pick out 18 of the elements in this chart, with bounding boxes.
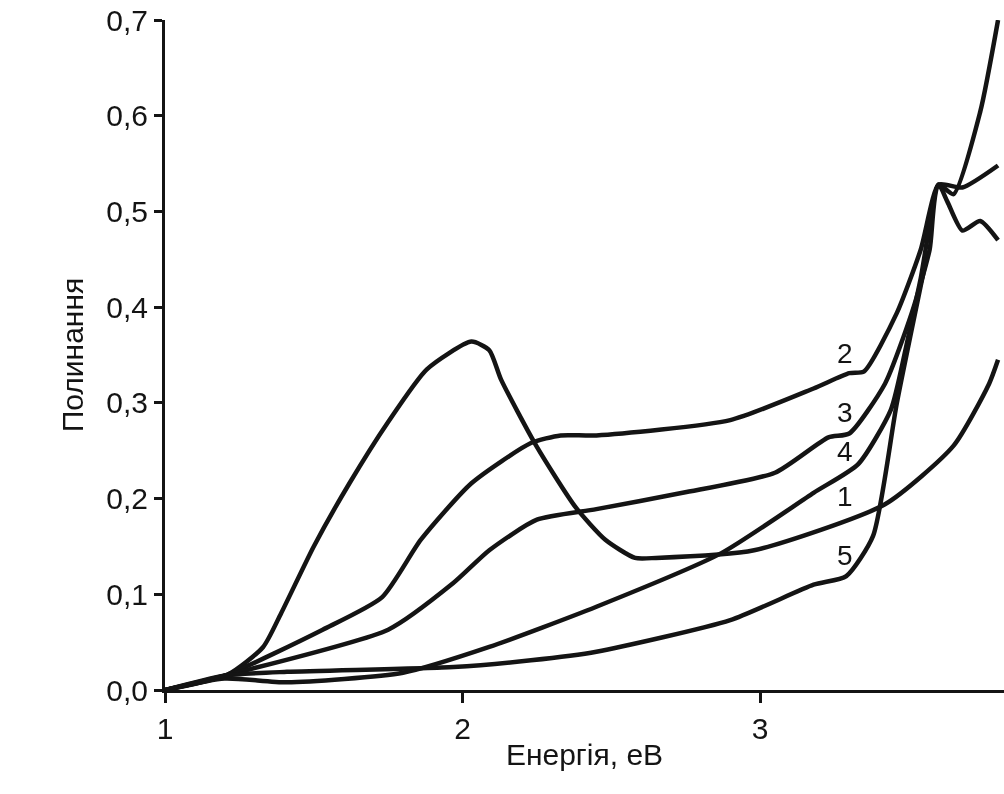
y-tick-label: 0,6 xyxy=(106,99,148,133)
series-label: 3 xyxy=(837,397,853,428)
series-label: 5 xyxy=(837,540,853,571)
y-tick-label: 0,5 xyxy=(106,194,148,228)
x-tick-label: 1 xyxy=(156,712,174,745)
y-tick-label: 0,0 xyxy=(106,673,148,707)
x-axis-title: Енергія, еВ xyxy=(505,737,664,771)
series-label: 4 xyxy=(837,436,853,467)
y-tick-label: 0,3 xyxy=(106,386,148,420)
y-tick-label: 0,2 xyxy=(106,482,148,516)
y-axis-title: Полинання xyxy=(56,277,90,433)
series-label: 2 xyxy=(837,338,853,369)
y-tick-label: 0,4 xyxy=(106,290,148,324)
x-tick-label: 2 xyxy=(454,712,471,745)
series-label: 1 xyxy=(837,481,853,512)
y-tick-label: 0,1 xyxy=(106,577,148,611)
y-tick-label: 0,7 xyxy=(106,3,148,37)
x-tick-label: 3 xyxy=(751,712,769,745)
